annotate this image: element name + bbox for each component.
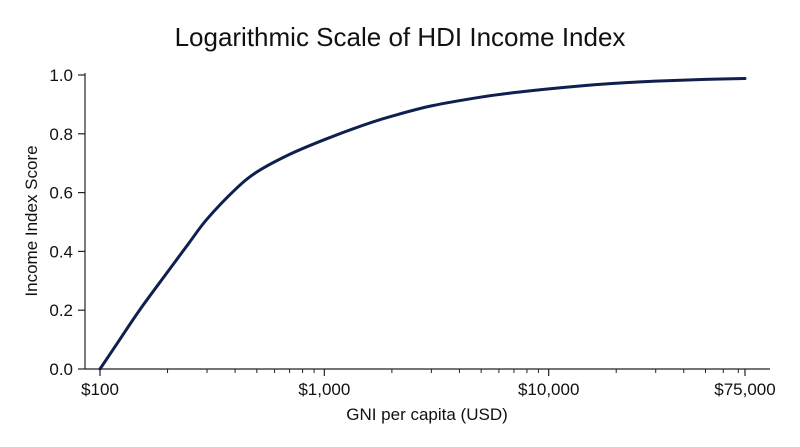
series-line (98, 77, 747, 371)
y-ticks: 0.0 0.2 0.4 0.6 0.8 1.0 (49, 66, 85, 379)
y-tick-label: 1.0 (49, 66, 73, 85)
y-tick-label: 0.4 (49, 242, 73, 261)
y-tick-label: 0.8 (49, 125, 73, 144)
x-tick-label: $75,000 (714, 380, 775, 399)
x-tick-label: $1,000 (298, 380, 350, 399)
series-group (98, 77, 747, 371)
x-axis-label: GNI per capita (USD) (346, 405, 508, 424)
y-tick-label: 0.2 (49, 301, 73, 320)
chart-title: Logarithmic Scale of HDI Income Index (175, 22, 626, 52)
y-axis-label: Income Index Score (22, 145, 41, 296)
x-ticks: $100 $1,000 $10,000 $75,000 (81, 369, 776, 399)
y-tick-label: 0.6 (49, 184, 73, 203)
y-tick-label: 0.0 (49, 360, 73, 379)
x-tick-label: $10,000 (518, 380, 579, 399)
x-tick-label: $100 (81, 380, 119, 399)
